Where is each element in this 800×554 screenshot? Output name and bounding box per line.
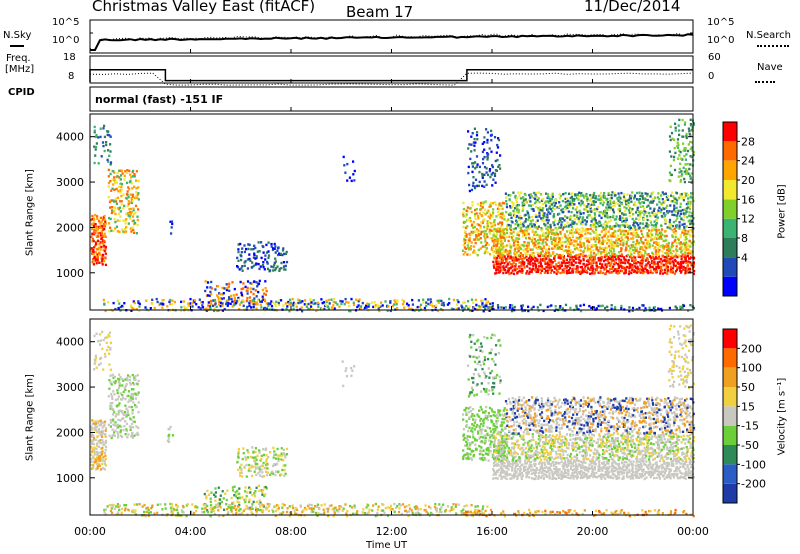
- noise-right-tick-top: 10^5: [707, 17, 735, 28]
- time-tick-0: 00:00: [74, 525, 106, 538]
- power-colorbar-tick-1: 24: [741, 155, 755, 168]
- power-panel: 4000 3000 2000 1000: [56, 113, 696, 313]
- cpid-label: CPID: [8, 87, 35, 98]
- station-title: Christmas Valley East (fitACF): [92, 0, 316, 15]
- freq-tick-bottom: 8: [68, 71, 75, 82]
- nave-tick-bottom: 0: [708, 71, 715, 82]
- freq-label-line1: Freq.: [6, 53, 31, 64]
- freq-tick-top: 18: [63, 52, 76, 63]
- power-colorbar-tick-3: 16: [741, 193, 755, 206]
- power-colorbar-tick-6: 4: [741, 251, 748, 264]
- date-label: 11/Dec/2014: [584, 0, 681, 15]
- velocity-ytick-2: 2000: [56, 426, 84, 439]
- beam-label: Beam 17: [346, 3, 414, 21]
- freq-line: [89, 69, 693, 82]
- power-colorbar-swatch-0: [723, 276, 737, 296]
- time-tick-6: 00:00: [677, 525, 709, 538]
- velocity-panel: 4000 3000 2000 1000: [56, 318, 696, 518]
- velocity-colorbar-tick-6: -100: [741, 458, 766, 471]
- noise-search-label: N.Search: [746, 30, 792, 41]
- power-ytick-1: 3000: [56, 176, 84, 189]
- power-colorbar-swatch-2: [723, 238, 737, 258]
- velocity-colorbar-swatch-4: [723, 406, 737, 426]
- nave-legend-line: [755, 81, 775, 83]
- velocity-field: [90, 324, 696, 518]
- noise-panel: [89, 19, 694, 54]
- power-colorbar-swatch-7: [723, 141, 737, 161]
- velocity-colorbar-swatch-2: [723, 445, 737, 465]
- noise-right-tick-bottom: 10^0: [707, 35, 735, 46]
- power-ytick-2: 2000: [56, 221, 84, 234]
- velocity-colorbar-tick-4: -15: [741, 420, 759, 433]
- time-tick-4: 16:00: [476, 525, 508, 538]
- velocity-colorbar-swatch-8: [723, 329, 737, 349]
- power-colorbar-swatch-6: [723, 160, 737, 180]
- velocity-colorbar-tick-1: 100: [741, 362, 762, 375]
- power-colorbar: 28 24 20 16 12 8 4: [722, 121, 755, 297]
- velocity-colorbar-tick-0: 200: [741, 342, 762, 355]
- velocity-colorbar: 200 100 50 15 -15 -50 -100 -200: [722, 328, 766, 504]
- noise-sky-legend-line: [10, 45, 24, 47]
- velocity-colorbar-tick-3: 15: [741, 400, 755, 413]
- power-ytick-0: 4000: [56, 131, 84, 144]
- noise-search-line: [89, 32, 694, 51]
- velocity-colorbar-tick-5: -50: [741, 439, 759, 452]
- noise-left-tick-bottom: 10^0: [52, 35, 80, 46]
- time-tick-3: 12:00: [376, 525, 408, 538]
- velocity-ylabel: Slant Range [km]: [24, 374, 36, 461]
- time-axis-label: Time UT: [366, 540, 408, 551]
- power-colorbar-swatch-5: [723, 180, 737, 200]
- velocity-colorbar-tick-7: -200: [741, 478, 766, 491]
- noise-sky-line: [90, 33, 694, 51]
- noise-sky-label: N.Sky: [3, 30, 32, 41]
- freq-label-line2: [MHz]: [5, 64, 35, 75]
- velocity-colorbar-swatch-3: [723, 425, 737, 445]
- velocity-colorbar-swatch-6: [723, 367, 737, 387]
- power-colorbar-swatch-1: [723, 257, 737, 277]
- nave-tick-top: 60: [708, 52, 721, 63]
- power-colorbar-tick-0: 28: [741, 135, 755, 148]
- velocity-colorbar-swatch-7: [723, 348, 737, 368]
- noise-search-legend-line: [757, 45, 789, 47]
- power-colorbar-tick-5: 8: [741, 232, 748, 245]
- velocity-ytick-3: 1000: [56, 472, 84, 485]
- time-tick-1: 04:00: [175, 525, 207, 538]
- noise-left-tick-top: 10^5: [52, 17, 80, 28]
- nave-label: Nave: [757, 62, 783, 73]
- power-colorbar-tick-4: 12: [741, 213, 755, 226]
- velocity-colorbar-swatch-0: [723, 483, 737, 503]
- power-colorbar-tick-2: 20: [741, 174, 755, 187]
- velocity-colorbar-tick-2: 50: [741, 381, 755, 394]
- cpid-value: normal (fast) -151 IF: [95, 93, 224, 106]
- power-field: [90, 118, 696, 313]
- power-colorbar-swatch-8: [723, 122, 737, 142]
- velocity-colorbar-swatch-5: [723, 387, 737, 407]
- velocity-colorbar-swatch-1: [723, 464, 737, 484]
- power-colorbar-label: Power [dB]: [776, 184, 788, 239]
- velocity-colorbar-label: Velocity [m s⁻¹]: [776, 377, 788, 456]
- power-colorbar-swatch-3: [723, 218, 737, 238]
- power-ylabel: Slant Range [km]: [24, 169, 36, 256]
- time-tick-5: 20:00: [577, 525, 609, 538]
- time-tick-2: 08:00: [275, 525, 307, 538]
- power-ytick-3: 1000: [56, 267, 84, 280]
- velocity-ytick-0: 4000: [56, 336, 84, 349]
- velocity-ytick-1: 3000: [56, 381, 84, 394]
- power-colorbar-swatch-4: [723, 199, 737, 219]
